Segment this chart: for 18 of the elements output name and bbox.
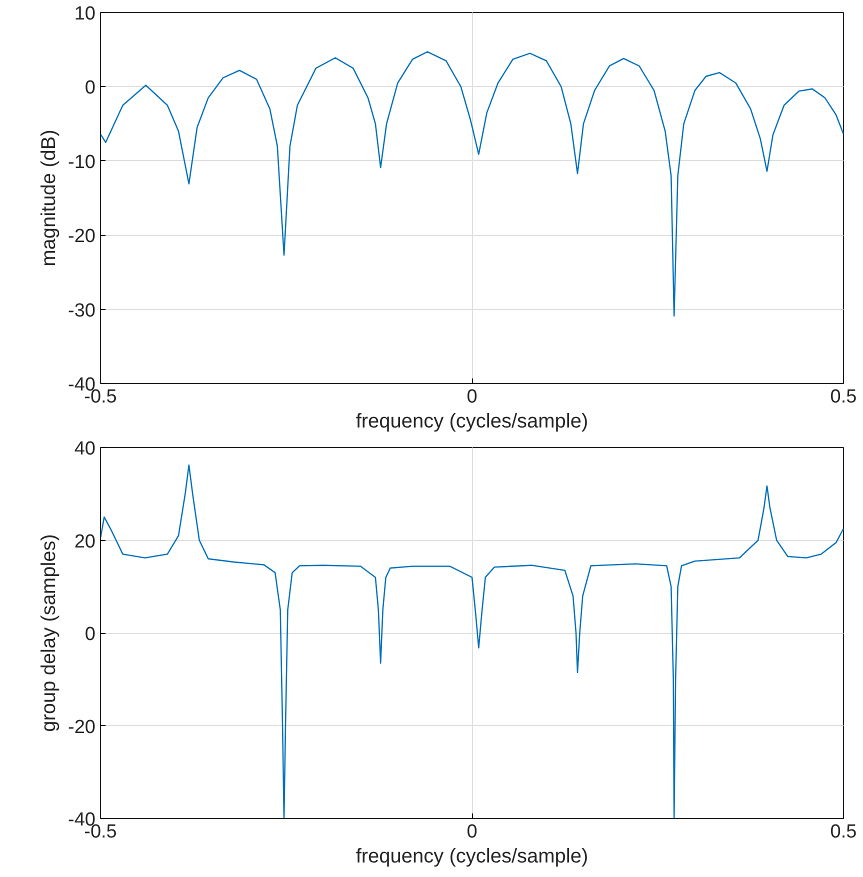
y-tick-label: -20 <box>68 226 96 248</box>
y-tick-label: -10 <box>68 152 96 173</box>
y-axis-title: group delay (samples) <box>38 534 60 732</box>
y-tick-label: 10 <box>74 4 96 24</box>
y-tick-label: 20 <box>74 531 96 552</box>
line-series <box>100 51 844 317</box>
x-tick-label: 0 <box>466 386 478 408</box>
y-tick-label: -20 <box>68 716 96 738</box>
x-tick-label: 0.5 <box>830 386 857 408</box>
x-tick-label: 0 <box>466 822 478 842</box>
y-tick-label: 40 <box>74 438 96 460</box>
y-axis-title: magnitude (dB) <box>38 130 60 266</box>
x-tick-label: 0.5 <box>830 822 857 842</box>
y-tick-label: 0 <box>84 624 96 645</box>
y-tick-label: -30 <box>68 300 96 322</box>
x-axis-title: frequency (cycles/sample) <box>356 846 588 868</box>
y-tick-label: 0 <box>84 78 96 99</box>
x-axis-title: frequency (cycles/sample) <box>356 410 588 432</box>
